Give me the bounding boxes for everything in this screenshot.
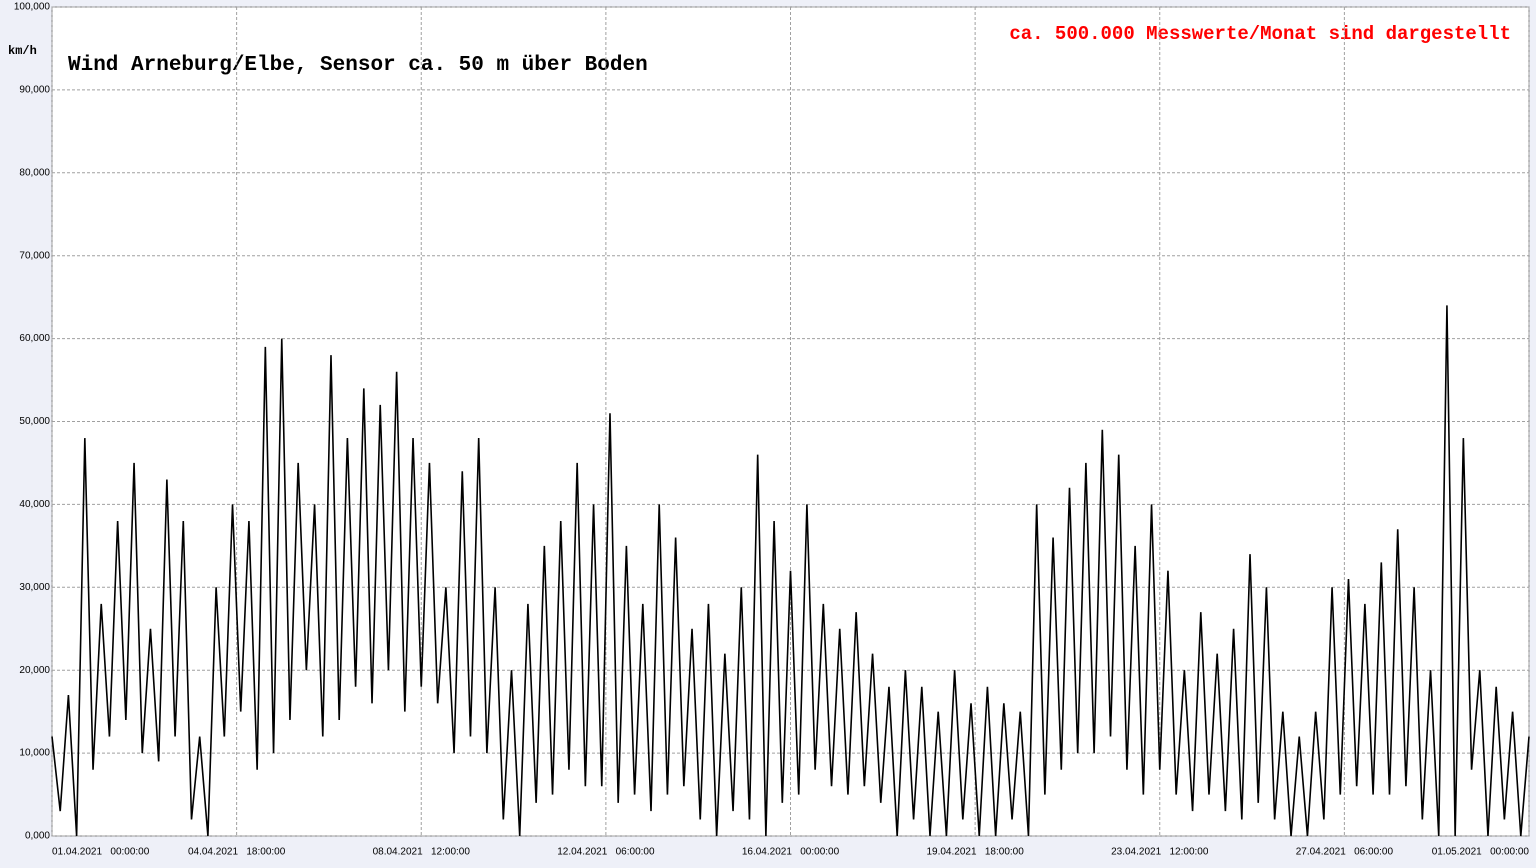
y-tick-label: 40,000 [19, 499, 50, 510]
x-tick-label: 01.04.2021 00:00:00 [52, 847, 150, 858]
data-line [51, 305, 1530, 837]
x-tick-label: 04.04.2021 18:00:00 [188, 847, 286, 858]
y-tick-label: 0,000 [25, 831, 50, 842]
y-tick-label: 10,000 [19, 748, 50, 759]
x-tick-label: 12.04.2021 06:00:00 [557, 847, 655, 858]
grid [51, 6, 1530, 837]
chart-title: Wind Arneburg/Elbe, Sensor ca. 50 m über… [68, 54, 648, 77]
x-tick-label: 08.04.2021 12:00:00 [373, 847, 471, 858]
annotation: ca. 500.000 Messwerte/Monat sind dargest… [1009, 23, 1511, 45]
y-tick-label: 90,000 [19, 85, 50, 96]
y-tick-label: 100,000 [14, 2, 51, 13]
y-tick-label: 20,000 [19, 665, 50, 676]
y-tick-label: 30,000 [19, 582, 50, 593]
marks [51, 305, 1530, 837]
x-tick-label: 01.05.2021 00:00:00 [1432, 847, 1530, 858]
x-tick-label: 16.04.2021 00:00:00 [742, 847, 840, 858]
x-tick-label: 23.04.2021 12:00:00 [1111, 847, 1209, 858]
x-tick-label: 19.04.2021 18:00:00 [926, 847, 1024, 858]
tick-labels: 0,000 10,000 20,000 30,000 40,000 50,000 60,00… [14, 2, 1530, 858]
y-tick-label: 60,000 [19, 333, 50, 344]
y-tick-label: 50,000 [19, 416, 50, 427]
y-tick-label: 80,000 [19, 167, 50, 178]
y-axis-label: km/h [8, 44, 37, 58]
y-tick-label: 70,000 [19, 250, 50, 261]
x-tick-label: 27.04.2021 06:00:00 [1296, 847, 1394, 858]
